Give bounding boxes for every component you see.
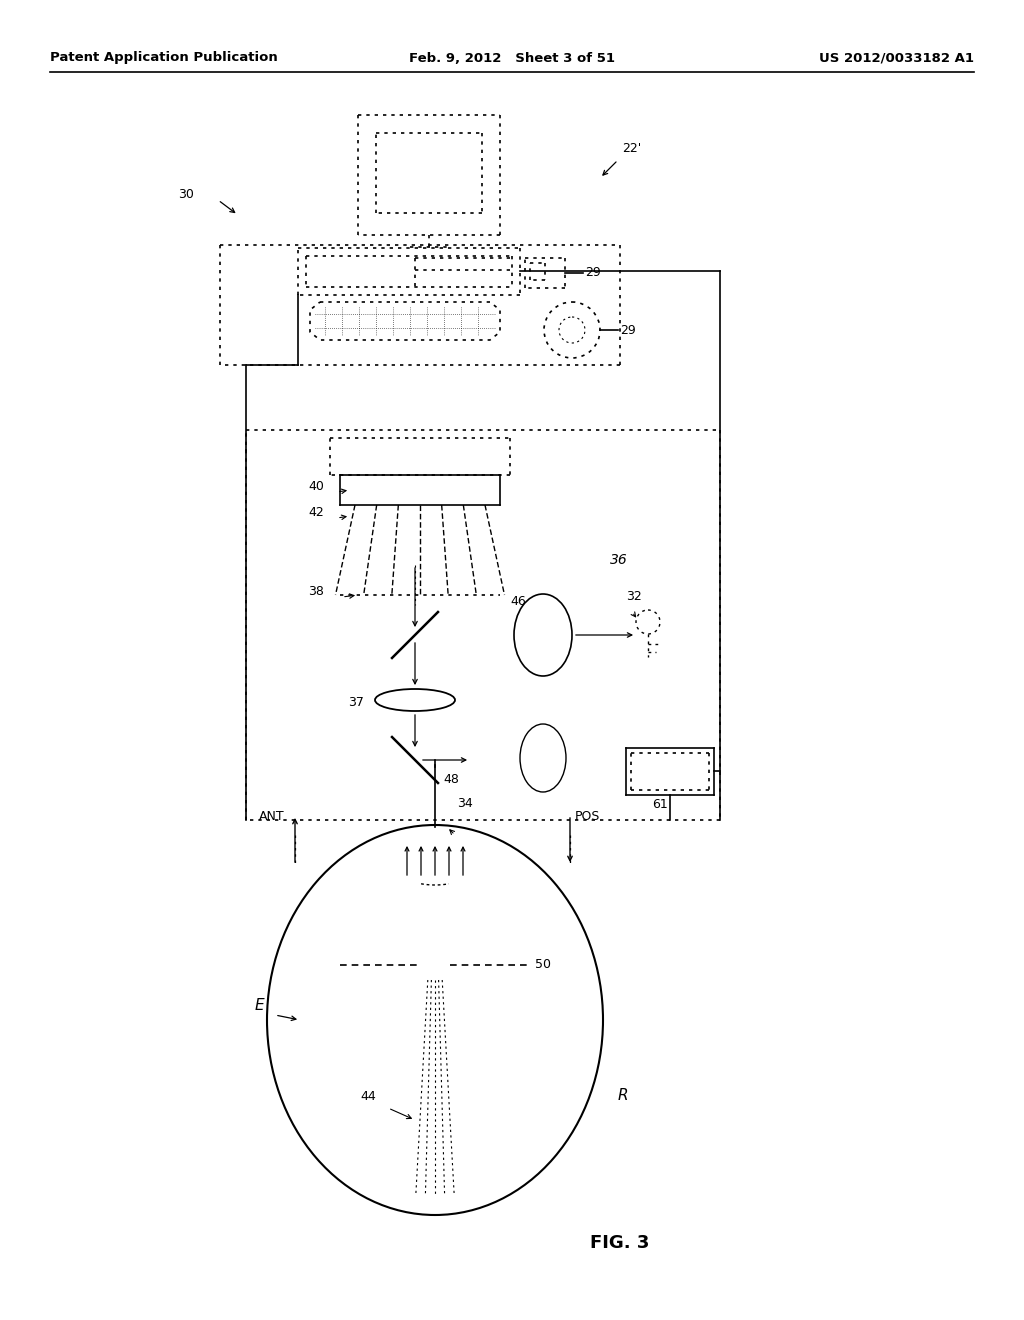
Ellipse shape: [375, 689, 455, 711]
Text: 29: 29: [620, 323, 636, 337]
Text: FIG. 3: FIG. 3: [590, 1234, 649, 1251]
Ellipse shape: [267, 825, 603, 1214]
Ellipse shape: [520, 723, 566, 792]
Text: ANT: ANT: [259, 810, 285, 822]
Text: 46: 46: [510, 595, 525, 609]
Text: 37: 37: [348, 697, 364, 710]
Text: R: R: [618, 1088, 629, 1104]
Text: 61: 61: [652, 799, 668, 810]
Text: Patent Application Publication: Patent Application Publication: [50, 51, 278, 65]
Text: Feb. 9, 2012   Sheet 3 of 51: Feb. 9, 2012 Sheet 3 of 51: [409, 51, 615, 65]
Text: 48: 48: [443, 774, 459, 785]
Text: 29: 29: [585, 267, 601, 280]
Text: 36: 36: [610, 553, 628, 568]
Text: 22': 22': [622, 141, 641, 154]
Text: POS: POS: [575, 810, 600, 822]
Text: 50: 50: [535, 958, 551, 972]
Text: 32: 32: [626, 590, 642, 603]
Text: 34: 34: [457, 797, 473, 810]
Text: 30: 30: [178, 189, 194, 202]
Text: 44: 44: [360, 1090, 376, 1104]
Text: 40: 40: [308, 480, 324, 492]
Text: 38: 38: [308, 585, 324, 598]
Text: 42: 42: [308, 506, 324, 519]
Ellipse shape: [514, 594, 572, 676]
Text: US 2012/0033182 A1: US 2012/0033182 A1: [819, 51, 974, 65]
Text: E: E: [255, 998, 264, 1012]
